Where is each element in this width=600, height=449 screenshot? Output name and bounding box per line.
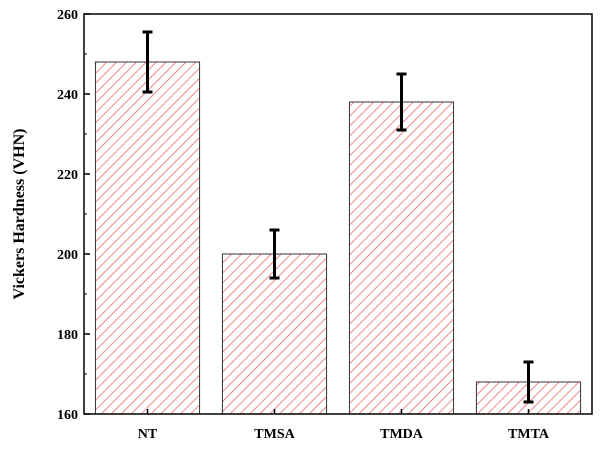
y-tick-label-200: 200: [57, 248, 78, 263]
x-tick-label-tmda: TMDA: [380, 427, 424, 442]
error-bars-layer: [142, 30, 534, 404]
y-axis: 160 180 200 220 240 260: [57, 8, 90, 423]
error-bar-tmda: [396, 72, 407, 132]
bar-nt: [94, 61, 201, 415]
error-bar-tmta: [523, 360, 534, 404]
x-tick-label-tmta: TMTA: [508, 427, 550, 442]
y-tick-label-260: 260: [57, 8, 78, 23]
x-axis: NT TMSA TMDA TMTA: [138, 409, 550, 442]
error-bar-tmsa: [269, 228, 280, 280]
y-tick-label-160: 160: [57, 408, 78, 423]
error-bar-nt: [142, 30, 153, 94]
y-axis-title: Vickers Hardness (VHN): [11, 129, 28, 300]
x-tick-label-tmsa: TMSA: [254, 427, 295, 442]
bar-tmsa: [221, 253, 328, 415]
bar-tmda: [348, 101, 455, 415]
bars-layer: [94, 61, 582, 415]
x-tick-label-nt: NT: [138, 427, 158, 442]
y-tick-label-180: 180: [57, 328, 78, 343]
y-tick-label-220: 220: [57, 168, 78, 183]
y-tick-label-240: 240: [57, 88, 78, 103]
